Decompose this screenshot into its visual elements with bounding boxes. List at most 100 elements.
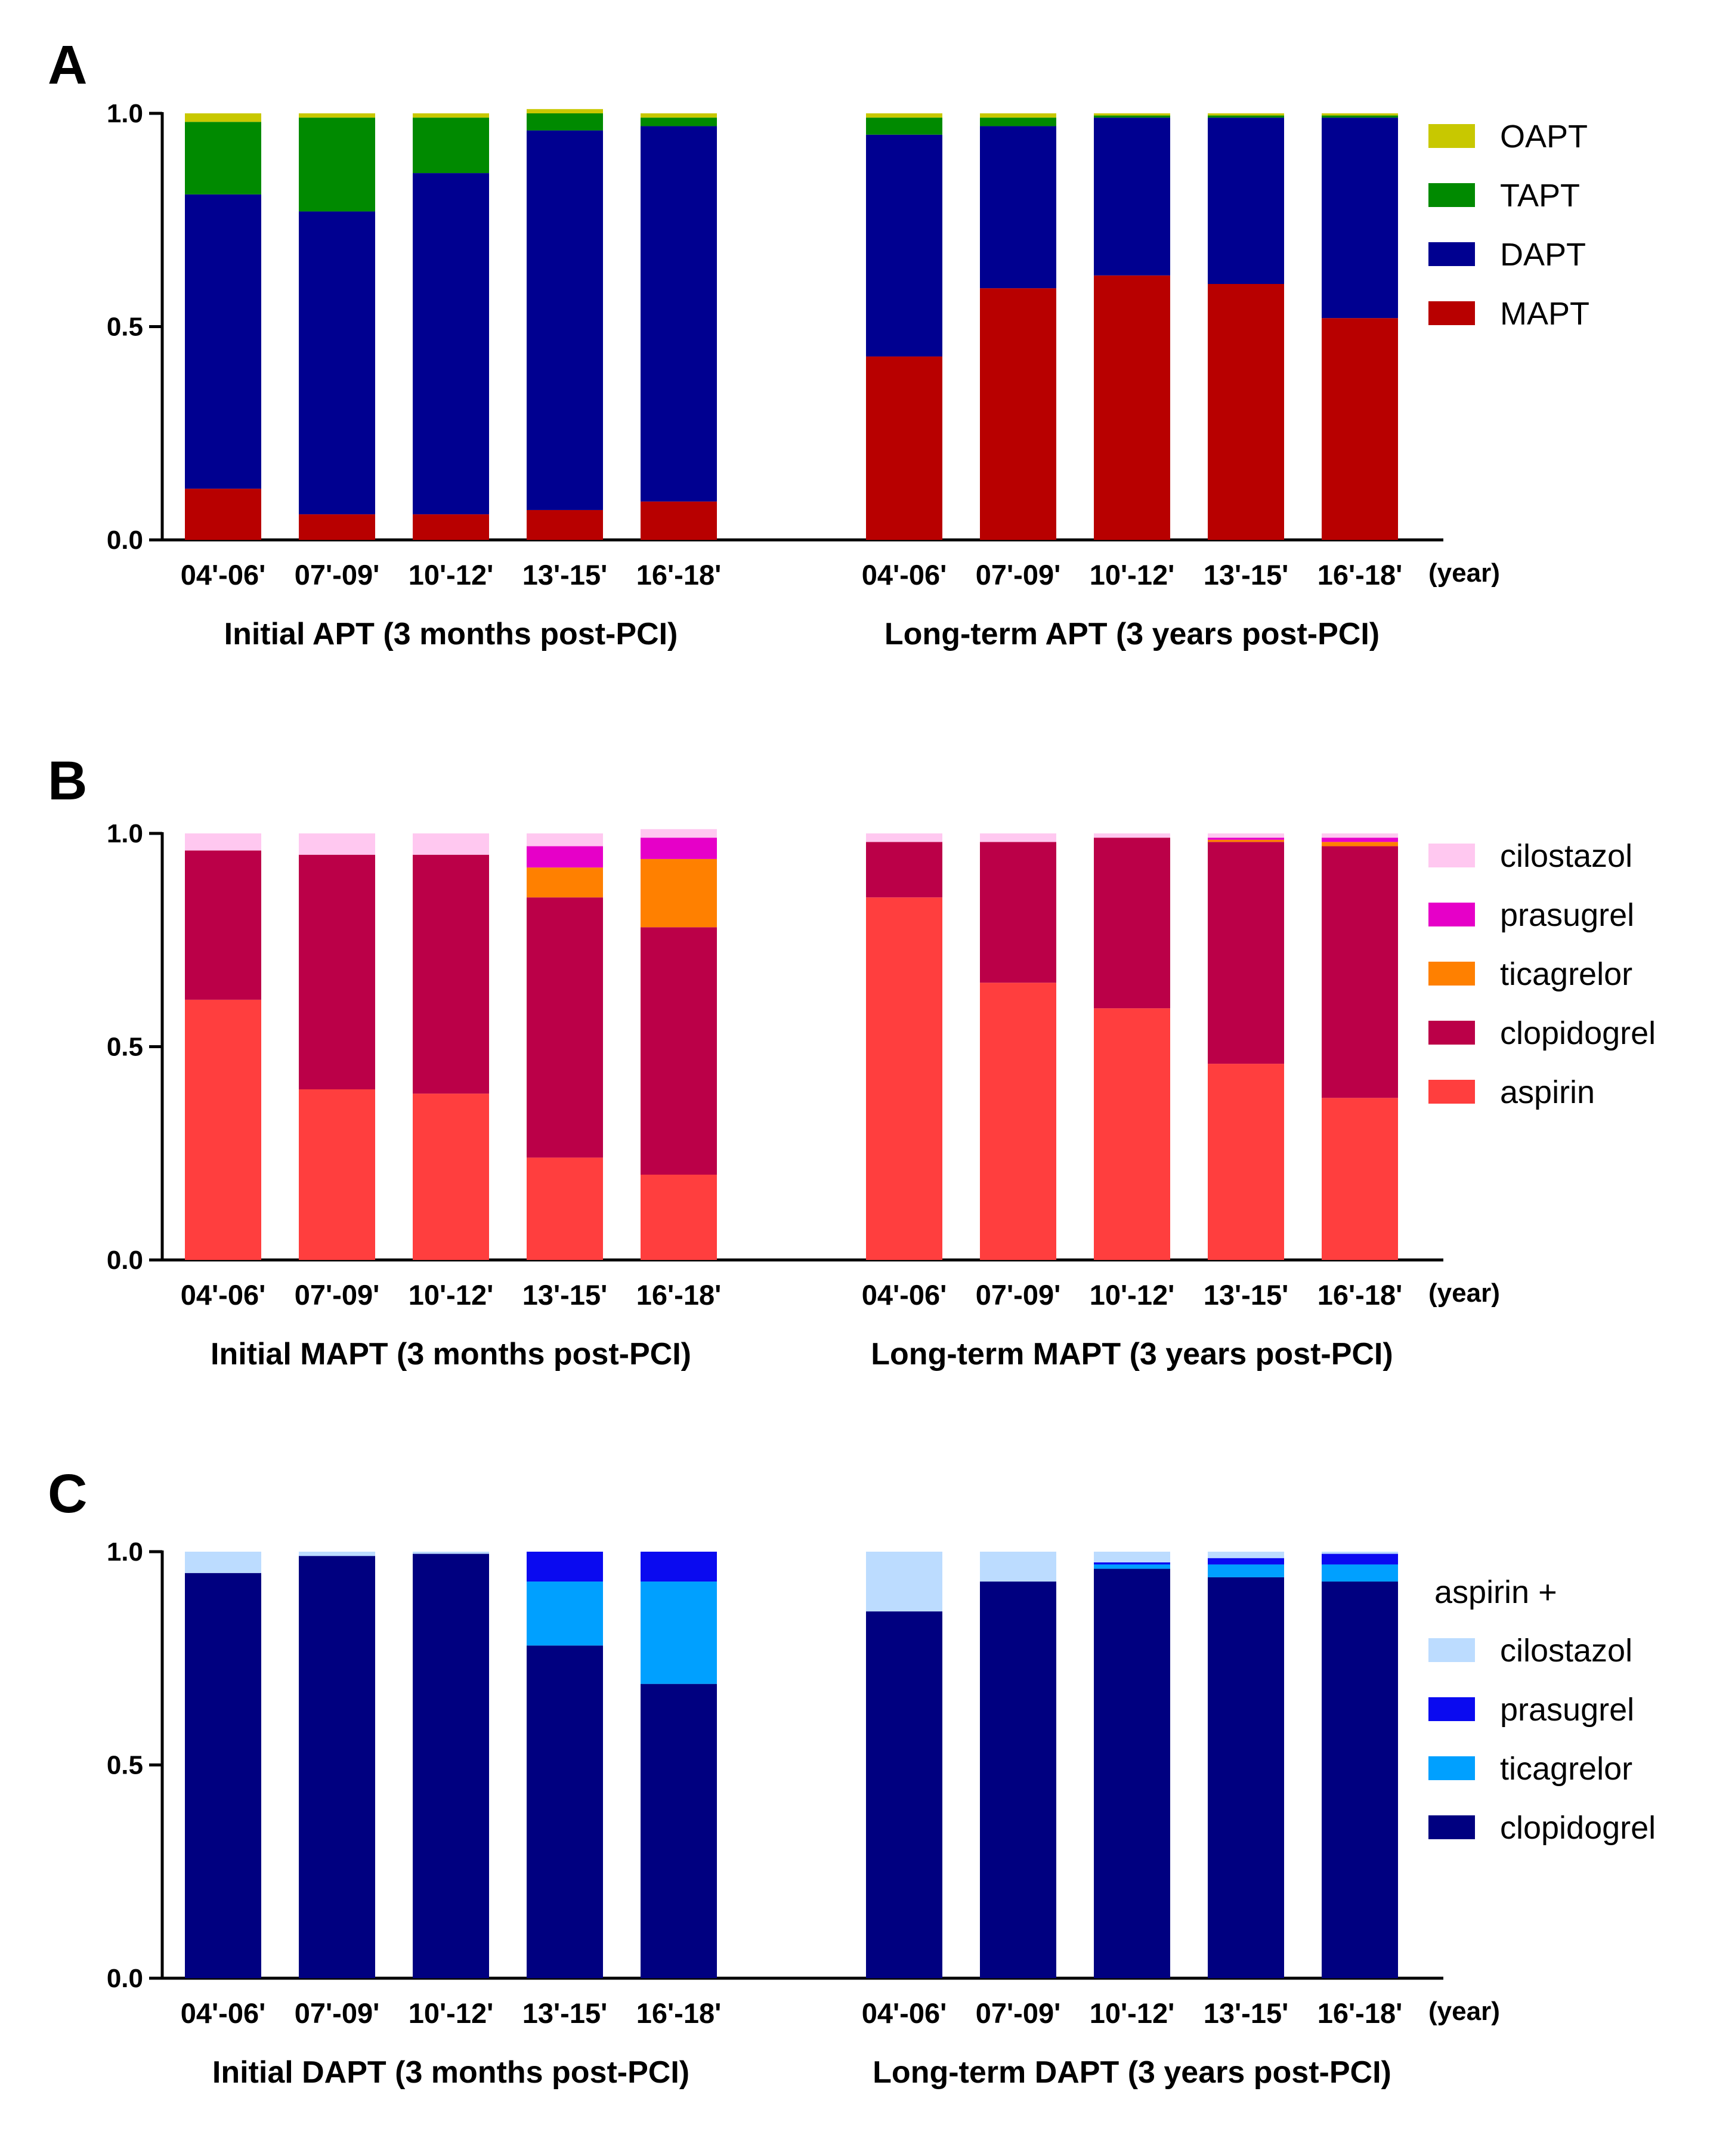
bar-segment-mapt: [299, 514, 375, 540]
bar-segment-mapt: [1208, 284, 1284, 540]
bar-segment-dapt: [980, 126, 1056, 289]
x-tick-label: 10'-12': [409, 559, 494, 591]
bar-segment-cilostazol: [980, 1552, 1056, 1582]
bar-segment-dapt: [1208, 118, 1284, 284]
bar-segment-oapt: [980, 113, 1056, 118]
bar-segment-clopidogrel: [866, 1611, 942, 1978]
panel-a: A 0.0 0.5 1.0 04'-06' 07'-09' 10'-12' 13'-15' 16…: [48, 35, 1589, 651]
legend-swatch-mapt: [1428, 301, 1475, 325]
legend-label-ticagrelor: ticagrelor: [1500, 1751, 1632, 1787]
bar-segment-oapt: [299, 113, 375, 118]
legend-heading: aspirin +: [1434, 1574, 1557, 1610]
legend-label-dapt: DAPT: [1500, 237, 1586, 273]
bar-segment-clopidogrel: [413, 1553, 489, 1978]
bar-segment-aspirin: [1094, 1008, 1170, 1260]
bar-segment-clopidogrel: [299, 854, 375, 1089]
bar-segment-tapt: [413, 118, 489, 174]
x-tick-label: 13'-15': [522, 1279, 608, 1311]
legend-swatch-clopidogrel: [1428, 1815, 1475, 1839]
bar-segment-ticagrelor: [527, 867, 603, 898]
bar-segment-mapt: [641, 501, 717, 540]
bar-segment-clopidogrel: [185, 1573, 261, 1978]
bar-segment-dapt: [866, 134, 942, 357]
panel-letter: B: [48, 750, 87, 811]
legend-label-aspirin: aspirin: [1500, 1074, 1595, 1110]
bar-segment-clopidogrel: [1094, 838, 1170, 1009]
x-tick-label: 16'-18': [1318, 1997, 1403, 2029]
x-tick-label: 07'-09': [295, 559, 380, 591]
bar-segment-clopidogrel: [413, 854, 489, 1094]
bar-segment-mapt: [413, 514, 489, 540]
x-tick-label: 10'-12': [409, 1997, 494, 2029]
legend-label-tapt: TAPT: [1500, 178, 1580, 214]
bar-segment-clopidogrel: [980, 842, 1056, 983]
x-tick-label: 04'-06': [181, 559, 266, 591]
bar-segment-cilostazol: [1094, 1552, 1170, 1562]
bar-group-long-term: 04'-06' 07'-09' 10'-12' 13'-15' 16'-18' Long-…: [862, 833, 1402, 1372]
x-tick-label: 16'-18': [636, 1997, 722, 2029]
bar-segment-ticagrelor: [1322, 1564, 1398, 1582]
legend-swatch-dapt: [1428, 242, 1475, 266]
bar-segment-clopidogrel: [1094, 1568, 1170, 1978]
x-tick-label: 13'-15': [1204, 1997, 1289, 2029]
bar-segment-aspirin: [299, 1089, 375, 1260]
bar-segment-tapt: [1322, 115, 1398, 118]
bar-segment-ticagrelor: [1094, 1564, 1170, 1569]
bar-segment-oapt: [866, 113, 942, 118]
x-tick-label: 16'-18': [636, 559, 722, 591]
legend: OAPT TAPT DAPT MAPT: [1428, 119, 1589, 332]
legend-label-prasugrel: prasugrel: [1500, 897, 1634, 933]
bar-segment-oapt: [527, 109, 603, 113]
x-tick-label: 16'-18': [636, 1279, 722, 1311]
x-tick-label: 04'-06': [181, 1279, 266, 1311]
bar-segment-clopidogrel: [299, 1556, 375, 1978]
legend-label-cilostazol: cilostazol: [1500, 838, 1632, 874]
legend-label-cilostazol: cilostazol: [1500, 1633, 1632, 1669]
x-tick-label: 13'-15': [1204, 1279, 1289, 1311]
bar-segment-prasugrel: [527, 1552, 603, 1582]
bar-segment-ticagrelor: [1208, 839, 1284, 842]
bar-segment-tapt: [866, 118, 942, 135]
x-tick-label: 10'-12': [1090, 559, 1175, 591]
x-tick-label: 10'-12': [1090, 1279, 1175, 1311]
bar-segment-prasugrel: [1322, 1553, 1398, 1565]
legend-swatch-prasugrel: [1428, 903, 1475, 926]
bar-segment-ticagrelor: [641, 1582, 717, 1684]
bar-segment-aspirin: [866, 897, 942, 1260]
bar-segment-dapt: [1322, 118, 1398, 319]
bar-segment-oapt: [413, 113, 489, 118]
bar-segment-oapt: [1094, 113, 1170, 116]
bar-segment-oapt: [1322, 113, 1398, 116]
bar-segment-dapt: [1094, 118, 1170, 276]
bar-segment-tapt: [185, 122, 261, 194]
y-tick-label: 1.0: [107, 1537, 143, 1567]
bar-group-initial: 04'-06' 07'-09' 10'-12' 13'-15' 16'-18' Initi…: [181, 1552, 722, 2090]
bar-segment-prasugrel: [641, 838, 717, 859]
legend-swatch-aspirin: [1428, 1080, 1475, 1104]
bar-segment-dapt: [527, 130, 603, 510]
x-tick-label: 13'-15': [522, 559, 608, 591]
bar-segment-prasugrel: [641, 1552, 717, 1582]
bar-segment-clopidogrel: [1322, 1582, 1398, 1978]
legend-swatch-cilostazol: [1428, 1638, 1475, 1662]
bar-segment-tapt: [1094, 115, 1170, 118]
legend: aspirin + cilostazol prasugrel ticagrelor cl…: [1428, 1574, 1656, 1846]
bar-segment-cilostazol: [1094, 833, 1170, 838]
x-tick-label: 16'-18': [1318, 559, 1403, 591]
legend-label-clopidogrel: clopidogrel: [1500, 1810, 1656, 1846]
x-tick-label: 04'-06': [862, 559, 947, 591]
bar-segment-ticagrelor: [1208, 1564, 1284, 1577]
legend-swatch-tapt: [1428, 183, 1475, 207]
bar-group-long-term: 04'-06' 07'-09' 10'-12' 13'-15' 16'-18' Long-…: [862, 1552, 1403, 2090]
x-tick-label: 13'-15': [522, 1997, 608, 2029]
bar-segment-cilostazol: [299, 1552, 375, 1556]
bar-segment-aspirin: [413, 1094, 489, 1260]
y-tick-label: 1.0: [107, 99, 143, 128]
bar-segment-tapt: [299, 118, 375, 212]
x-tick-label: 04'-06': [862, 1997, 947, 2029]
bar-segment-aspirin: [527, 1157, 603, 1260]
x-tick-label: 13'-15': [1204, 559, 1289, 591]
bar-segment-oapt: [641, 113, 717, 118]
x-tick-label: 04'-06': [181, 1997, 266, 2029]
bar-segment-mapt: [185, 489, 261, 540]
